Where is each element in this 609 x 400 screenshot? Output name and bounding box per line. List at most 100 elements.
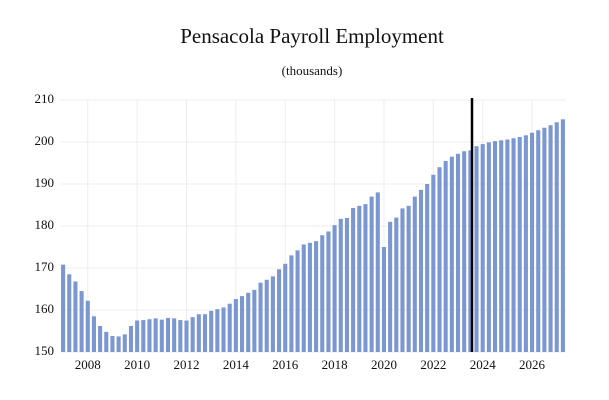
bar (332, 225, 337, 352)
bar (190, 317, 195, 352)
bar (320, 235, 325, 352)
bar (172, 318, 177, 352)
bar (338, 218, 343, 352)
bar (381, 247, 386, 352)
bar (480, 144, 485, 352)
y-tick-label: 210 (35, 91, 55, 106)
x-tick-label: 2012 (174, 357, 200, 372)
x-tick-label: 2026 (519, 357, 546, 372)
bar (326, 231, 331, 352)
x-tick-label: 2018 (322, 357, 348, 372)
bar (307, 242, 312, 352)
bar (91, 316, 96, 352)
bar (270, 276, 275, 352)
bar (246, 292, 251, 352)
bar (196, 314, 201, 352)
bar (369, 196, 374, 352)
bar (363, 204, 368, 352)
bar (548, 125, 553, 352)
bar (412, 196, 417, 352)
chart-subtitle: (thousands) (282, 63, 343, 78)
bar (178, 320, 183, 352)
bar (227, 303, 232, 352)
bar (301, 244, 306, 352)
y-tick-label: 160 (35, 301, 55, 316)
bar (147, 319, 152, 352)
bar (184, 320, 189, 352)
bar (104, 331, 109, 352)
bar (375, 192, 380, 352)
bar (536, 130, 541, 352)
bar (258, 282, 263, 352)
bar (221, 307, 226, 352)
x-tick-label: 2014 (223, 357, 250, 372)
bar (400, 208, 405, 352)
bar (486, 142, 491, 352)
bar (110, 336, 115, 352)
bar (165, 317, 171, 352)
plot-area: 150 160 170 180 190 200 210 2008 2010 2012 2014 201… (35, 91, 566, 372)
bar (530, 132, 535, 352)
bar (542, 127, 547, 352)
y-tick-label: 170 (35, 259, 55, 274)
bar (425, 184, 430, 352)
x-tick-label: 2024 (470, 357, 497, 372)
bar (314, 241, 319, 352)
bar (455, 153, 461, 352)
y-tick-label: 190 (35, 175, 55, 190)
bar (289, 255, 294, 352)
bar (511, 138, 516, 352)
bar (67, 274, 72, 352)
bar (116, 336, 121, 352)
bar (85, 300, 90, 352)
x-tick-label: 2010 (124, 357, 150, 372)
bar (252, 289, 257, 352)
bar (79, 291, 84, 352)
x-tick-label: 2016 (272, 357, 299, 372)
bar (122, 334, 127, 352)
bar (449, 156, 454, 352)
bar (418, 189, 424, 352)
bar (505, 139, 510, 352)
bar (406, 205, 411, 352)
bar (517, 136, 522, 352)
y-tick-label: 200 (35, 133, 55, 148)
bar (462, 151, 467, 352)
y-tick-label: 150 (35, 343, 55, 358)
y-tick-label: 180 (35, 217, 55, 232)
bar (499, 140, 504, 352)
bar (295, 250, 300, 352)
bar (431, 174, 436, 352)
chart-title: Pensacola Payroll Employment (180, 24, 444, 48)
bar (554, 122, 559, 352)
bar (209, 310, 214, 352)
bar (388, 221, 393, 352)
bar (394, 217, 399, 352)
bar (61, 264, 66, 352)
x-tick-label: 2022 (420, 357, 446, 372)
bar (344, 218, 349, 352)
bar (523, 135, 528, 352)
bar (443, 160, 448, 352)
bar (128, 325, 133, 352)
bar (468, 150, 473, 352)
bar (474, 146, 479, 352)
bar (233, 299, 238, 352)
bar (141, 320, 146, 352)
bar (493, 141, 498, 352)
bar (240, 296, 245, 352)
bar (351, 207, 356, 352)
bar (357, 205, 362, 352)
bar (215, 309, 220, 352)
bar (277, 269, 282, 352)
bar (437, 167, 442, 352)
x-tick-label: 2008 (75, 357, 101, 372)
bar (283, 263, 288, 352)
bar (560, 119, 565, 352)
bar (153, 318, 158, 352)
bar (98, 325, 103, 352)
bar (135, 320, 140, 352)
x-tick-label: 2020 (371, 357, 397, 372)
bar (264, 279, 269, 352)
